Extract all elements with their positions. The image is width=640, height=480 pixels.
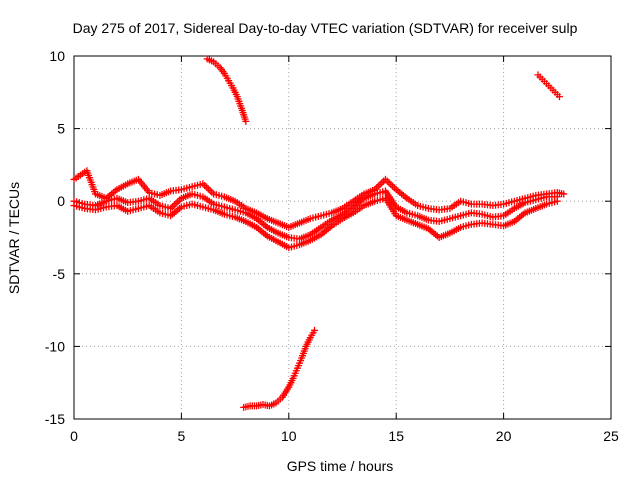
grid-lines: [74, 56, 611, 419]
x-tick-label: 20: [496, 428, 512, 444]
data-point: [385, 179, 393, 187]
data-point: [383, 177, 391, 185]
plot-frame: [73, 55, 612, 420]
y-axis-label: SDTVAR / TECUs: [6, 182, 22, 294]
x-tick-label: 10: [281, 428, 297, 444]
series-arc-top-right: [534, 71, 563, 101]
data-point: [311, 326, 319, 334]
series-arc-top-left: [203, 55, 250, 125]
data-point: [389, 182, 397, 190]
x-tick-label: 0: [70, 428, 78, 444]
x-tick-label: 25: [603, 428, 619, 444]
data-point: [555, 93, 563, 101]
data-point: [387, 181, 395, 189]
chart-title: Day 275 of 2017, Sidereal Day-to-day VTE…: [73, 20, 578, 36]
data-point: [242, 117, 250, 125]
y-tick-label: 10: [49, 48, 65, 64]
series-main-band-middle: [70, 187, 561, 243]
x-tick-label: 15: [388, 428, 404, 444]
series-main-band-upper: [70, 167, 568, 231]
y-tick-label: -10: [45, 338, 65, 354]
y-tick-label: -15: [45, 411, 65, 427]
data-point: [374, 182, 382, 190]
series-main-band-lower: [70, 194, 561, 252]
y-tick-label: 5: [57, 121, 65, 137]
data-point: [381, 175, 389, 183]
data-point: [201, 181, 209, 189]
x-axis-label: GPS time / hours: [287, 458, 394, 474]
x-tick-label: 5: [178, 428, 186, 444]
series-arc-bottom: [240, 326, 319, 411]
data-point: [202, 183, 210, 191]
axis-ticks: 0 5 10 15 20 25 -15 -10 -5 0 5 10: [45, 48, 619, 444]
data-point: [206, 187, 214, 195]
data-point: [204, 185, 212, 193]
data-point: [390, 184, 398, 192]
data-marks: [70, 55, 568, 411]
data-point: [560, 190, 568, 198]
data-point: [174, 198, 182, 206]
y-tick-label: -5: [53, 266, 66, 282]
data-point: [378, 179, 386, 187]
data-point: [376, 181, 384, 189]
data-point: [170, 201, 178, 209]
data-point: [553, 197, 561, 205]
data-point: [168, 203, 176, 211]
y-tick-label: 0: [57, 193, 65, 209]
